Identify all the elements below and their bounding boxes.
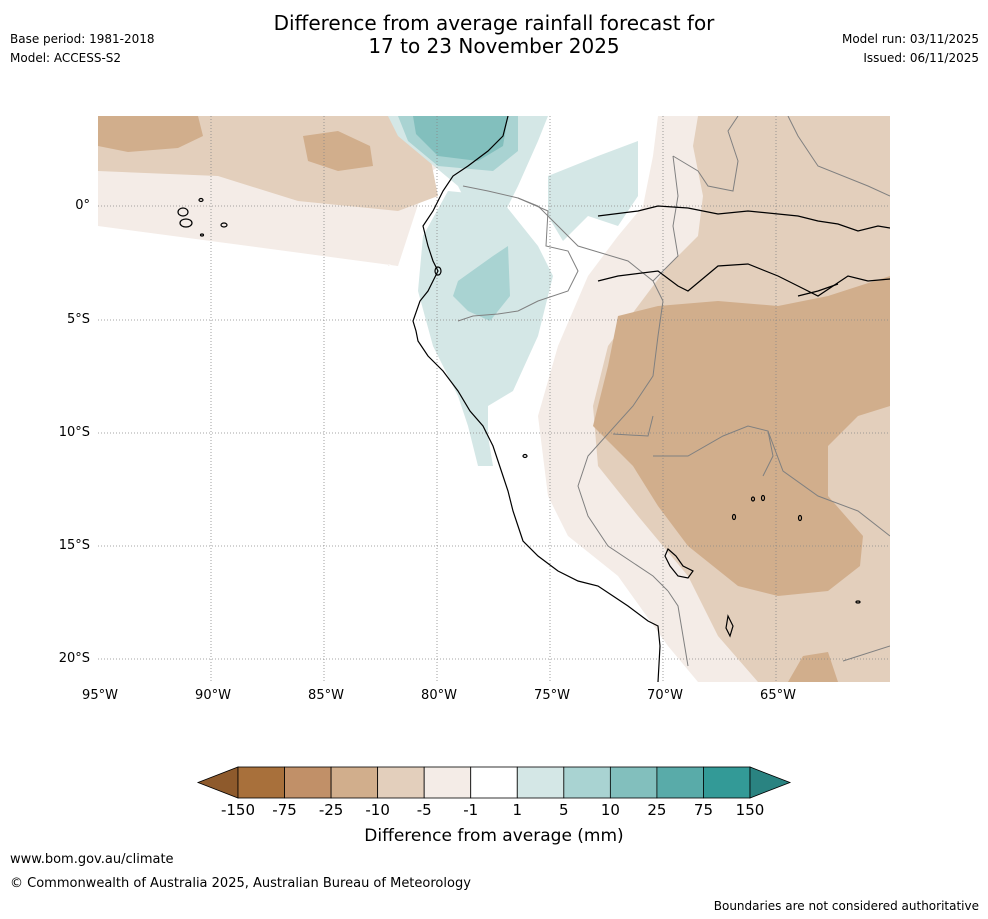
lon-label-85w: 85°W (308, 688, 344, 703)
rainfall-map (98, 116, 890, 682)
copyright-text: © Commonwealth of Australia 2025, Austra… (10, 876, 471, 891)
colorbar-segment (330, 766, 379, 799)
title-line-1: Difference from average rainfall forecas… (273, 11, 715, 35)
colorbar-segment (284, 766, 332, 799)
colorbar-tick-label: 1 (512, 801, 523, 819)
map-gridlines (98, 116, 890, 682)
colorbar-tick-label: -1 (463, 801, 479, 819)
lon-label-80w: 80°W (421, 688, 457, 703)
colorbar-tick-label: -75 (272, 801, 297, 819)
colorbar-tick-label: 150 (735, 801, 765, 819)
colorbar-tick-label: -150 (220, 801, 256, 819)
lat-label-15s: 15°S (58, 538, 90, 553)
lat-label-20s: 20°S (58, 651, 90, 666)
base-period-text: Base period: 1981-2018 (10, 32, 155, 46)
colorbar-tick-label: -5 (416, 801, 432, 819)
lat-label-10s: 10°S (58, 425, 90, 440)
page-title: Difference from average rainfall forecas… (0, 12, 988, 58)
colorbar-segment (609, 766, 658, 799)
lat-label-0: 0° (75, 198, 90, 213)
colorbar-segment (237, 766, 285, 799)
disclaimer-text: Boundaries are not considered authoritat… (713, 899, 979, 913)
issued-text: Issued: 06/11/2025 (863, 51, 979, 65)
coastline (177, 116, 890, 682)
lon-label-65w: 65°W (760, 688, 796, 703)
model-text: Model: ACCESS-S2 (10, 51, 122, 65)
lon-label-75w: 75°W (534, 688, 570, 703)
colorbar-tick-label: -10 (365, 801, 390, 819)
country-borders (457, 116, 890, 667)
colorbar-segment (470, 766, 518, 799)
colorbar-tick-label: 25 (647, 801, 667, 819)
colorbar-segment (703, 766, 751, 799)
colorbar (196, 766, 792, 799)
colorbar-segment (377, 766, 425, 799)
lon-label-95w: 95°W (82, 688, 118, 703)
title-line-2: 17 to 23 November 2025 (368, 34, 620, 58)
colorbar-tick-label: -25 (318, 801, 344, 819)
colorbar-segment (516, 766, 565, 799)
website-text: www.bom.gov.au/climate (10, 852, 174, 867)
colorbar-tick-label: 5 (559, 801, 569, 819)
colorbar-tick-label: 75 (693, 801, 713, 819)
anomaly-band-minus10-to-minus25 (98, 116, 890, 682)
lat-label-5s: 5°S (66, 312, 90, 327)
lon-label-70w: 70°W (647, 688, 683, 703)
colorbar-segment (423, 766, 472, 799)
colorbar-segment (563, 766, 611, 799)
colorbar-high-extension (749, 766, 792, 799)
colorbar-label: Difference from average (mm) (364, 826, 624, 846)
colorbar-tick-label: 10 (600, 801, 620, 819)
model-run-text: Model run: 03/11/2025 (841, 32, 979, 46)
colorbar-segment (656, 766, 704, 799)
colorbar-low-extension (196, 766, 239, 799)
lon-label-90w: 90°W (195, 688, 231, 703)
